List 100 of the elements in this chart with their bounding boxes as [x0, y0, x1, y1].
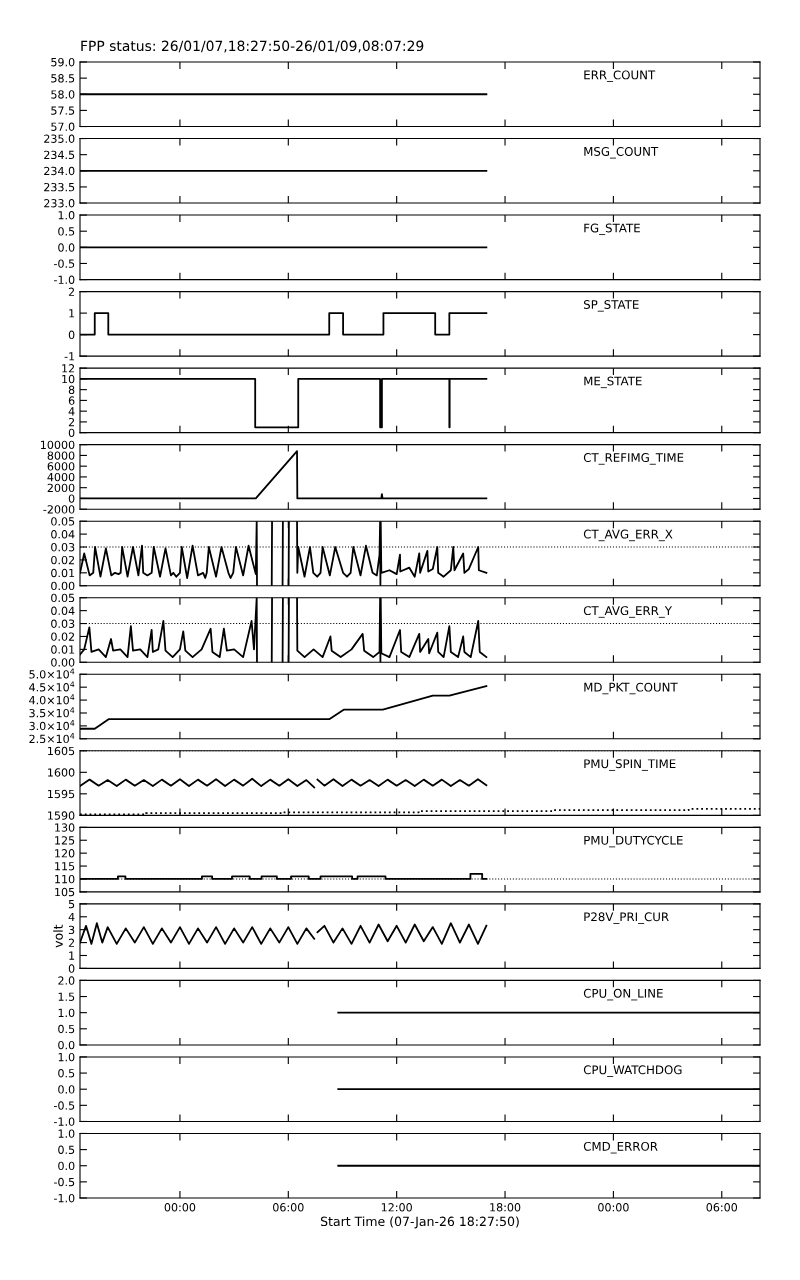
legend-label: MD_PKT_COUNT — [584, 682, 678, 695]
text: P28V_PRI_CUR — [584, 912, 669, 924]
y-tick-label: 110 — [55, 874, 75, 884]
y-tick-label: 0.5 — [58, 1145, 75, 1154]
y-tick-label: 0.0 — [58, 243, 75, 252]
y-tick-label: 0.0 — [58, 1161, 75, 1171]
y-tick-label: -0.5 — [54, 1101, 75, 1110]
y-tick-label: 58.5 — [51, 74, 75, 83]
legend-label: CT_AVG_ERR_X — [583, 529, 673, 542]
y-tick-label: 6000 — [47, 462, 75, 471]
y-tick-label: 10000 — [41, 440, 75, 450]
legend-label: ERR_COUNT — [584, 70, 656, 82]
text: CT_AVG_ERR_Y — [583, 606, 673, 618]
legend-label: PMU_DUTYCYCLE — [584, 835, 683, 848]
y-tick-label: 1.0 — [58, 211, 75, 220]
y-tick-label: -1.0 — [54, 1193, 75, 1203]
y-tick-label: 10 — [62, 374, 75, 384]
y-tick-label: 57.5 — [51, 106, 75, 115]
y-tick-label: 1 — [69, 951, 75, 960]
y-tick-label: 0 — [68, 428, 75, 438]
series-label: CPU_WATCHDOG — [583, 1065, 682, 1077]
y-tick-label: 0.5 — [58, 227, 75, 236]
text: SP_STATE — [583, 300, 639, 312]
y-tick-label: 59.0 — [51, 57, 75, 67]
y-tick-label: 234.5 — [44, 150, 75, 160]
text: PMU_SPIN_TIME — [584, 759, 676, 771]
y-tick-label: 0.05 — [51, 593, 75, 603]
y-tick-label: 1 — [69, 309, 75, 318]
y-tick-label: 125 — [55, 836, 75, 845]
y-tick-label: 5.0×10$^{4}$ — [29, 668, 75, 679]
x-tick-label: 18:00 — [490, 1203, 521, 1212]
y-tick-label: 4 — [68, 407, 75, 416]
y-tick-label: 0.5 — [58, 1069, 75, 1078]
y-tick-label: 0.0 — [58, 1040, 75, 1050]
legend-label: CMD_ERROR — [583, 1141, 658, 1154]
y-tick-label: 2000 — [47, 483, 75, 493]
y-tick-label: 0.05 — [51, 517, 75, 526]
y-tick-label: 1.0 — [58, 1052, 75, 1062]
x-tick-label: 06:00 — [273, 1203, 304, 1212]
y-tick-label: 58.0 — [51, 90, 75, 99]
y-axis-title: volt — [53, 924, 63, 948]
y-tick-label: 0 — [68, 964, 75, 973]
y-tick-label: -1 — [64, 352, 75, 361]
y-tick-label: 235.0 — [44, 134, 75, 143]
y-tick-label: 0 — [68, 494, 75, 503]
y-tick-label: 120 — [55, 849, 75, 858]
y-tick-label: 57.0 — [51, 122, 75, 131]
y-tick-label: 1600 — [48, 768, 75, 777]
legend-label: FG_STATE — [584, 223, 640, 236]
y-tick-label: 1.5 — [58, 992, 75, 1001]
y-tick-label: 2 — [68, 417, 75, 427]
y-tick-label: -2000 — [43, 505, 75, 514]
text: CT_REFIMG_TIME — [583, 453, 684, 465]
y-tick-label: 0.01 — [51, 645, 75, 654]
y-tick-label: 4.0×10$^{4}$ — [29, 694, 75, 705]
y-tick-label: 105 — [55, 887, 75, 897]
x-tick-label: 00:00 — [598, 1203, 629, 1212]
x-tick-label: 00:00 — [164, 1203, 196, 1212]
x-tick-label: 12:00 — [381, 1203, 412, 1212]
y-tick-label: 0.01 — [51, 568, 75, 578]
y-tick-label: 1605 — [48, 746, 75, 756]
y-tick-label: 5 — [68, 899, 75, 909]
y-tick-label: 3.0×10$^{4}$ — [29, 720, 75, 731]
y-tick-label: 4000 — [47, 472, 75, 482]
y-tick-label: 233.0 — [44, 199, 75, 208]
text: MSG_COUNT — [584, 146, 659, 159]
legend-label: ME_STATE — [584, 376, 642, 389]
y-tick-label: 1595 — [48, 789, 75, 799]
y-tick-label: 4 — [68, 912, 75, 921]
y-tick-label: 1590 — [48, 811, 75, 820]
y-tick-label: 0 — [68, 330, 75, 339]
y-tick-label: 4.5×10$^{4}$ — [29, 681, 75, 692]
y-tick-label: 1.0 — [58, 1008, 75, 1018]
y-tick-label: 2 — [68, 287, 75, 296]
y-tick-label: 0.04 — [51, 606, 75, 616]
x-tick-label: 06:00 — [706, 1203, 738, 1212]
y-tick-label: 2.5×10$^{4}$ — [29, 733, 75, 744]
y-tick-label: 3.5×10$^{4}$ — [29, 707, 75, 718]
y-tick-label: 0.03 — [51, 619, 75, 628]
chart-title: FPP status: 26/01/07,18:27:50-26/01/09,08:07:29 — [81, 40, 424, 53]
y-tick-label: 0.0 — [58, 1085, 75, 1094]
legend-label: CPU_ON_LINE — [583, 988, 663, 1001]
y-tick-label: 0.02 — [51, 555, 75, 565]
y-tick-label: 8000 — [47, 451, 75, 460]
y-tick-label: 234.0 — [44, 166, 75, 176]
y-tick-label: -1.0 — [54, 275, 75, 284]
y-tick-label: -1.0 — [54, 1117, 75, 1126]
y-tick-label: 233.5 — [44, 182, 75, 192]
y-tick-label: 0.5 — [58, 1024, 75, 1034]
y-tick-label: 115 — [55, 862, 75, 871]
y-tick-label: 8 — [68, 385, 75, 395]
x-axis-title: Start Time (07-Jan-26 18:27:50) — [320, 1216, 519, 1229]
y-tick-label: 0.03 — [51, 542, 75, 552]
y-tick-label: 12 — [62, 364, 75, 373]
y-tick-label: 130 — [55, 823, 75, 832]
y-tick-label: 2.0 — [58, 976, 75, 985]
y-tick-label: 0.00 — [51, 658, 75, 667]
y-tick-label: 6 — [68, 396, 75, 405]
y-tick-label: 3 — [68, 925, 75, 935]
y-tick-label: 0.00 — [51, 581, 75, 591]
